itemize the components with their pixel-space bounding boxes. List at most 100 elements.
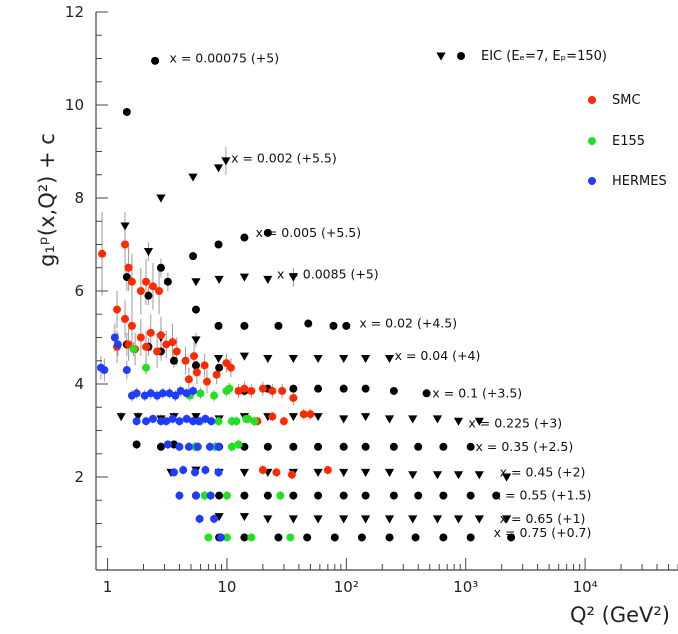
eic-point bbox=[389, 386, 398, 395]
e155-point bbox=[129, 345, 138, 354]
eic-point bbox=[239, 468, 249, 477]
eic-point bbox=[263, 515, 273, 524]
eic-point bbox=[169, 356, 178, 365]
smc-point bbox=[268, 412, 277, 421]
smc-point bbox=[168, 338, 177, 347]
hermes-point bbox=[146, 389, 155, 398]
bin-label: x = 0.45 (+2) bbox=[500, 464, 586, 479]
hermes-point bbox=[132, 417, 141, 426]
y-axis-label: g₁ᵖ(x,Q²) + c bbox=[35, 133, 59, 267]
eic-point bbox=[432, 515, 443, 524]
eic-point bbox=[188, 173, 198, 182]
hermes-point bbox=[207, 417, 216, 426]
eic-point bbox=[361, 442, 370, 451]
eic-point bbox=[313, 413, 323, 422]
eic-point bbox=[116, 413, 126, 422]
legend-marker bbox=[457, 52, 465, 60]
eic-point bbox=[143, 248, 154, 257]
smc-point bbox=[247, 386, 256, 395]
eic-point bbox=[191, 278, 201, 287]
hermes-point bbox=[113, 340, 122, 349]
bin-label: x = 0.75 (+0.7) bbox=[494, 525, 592, 540]
eic-point bbox=[263, 275, 273, 284]
smc-point bbox=[299, 410, 308, 419]
bin-label: x = 0.55 (+1.5) bbox=[494, 488, 592, 503]
eic-point bbox=[501, 473, 512, 482]
smc-point bbox=[181, 356, 190, 365]
data-points bbox=[96, 56, 516, 542]
eic-point bbox=[240, 321, 249, 330]
e155-point bbox=[142, 363, 151, 372]
eic-point bbox=[263, 442, 272, 451]
e155-point bbox=[214, 417, 223, 426]
smc-point bbox=[240, 384, 249, 393]
eic-point bbox=[492, 491, 501, 500]
hermes-point bbox=[191, 468, 200, 477]
eic-point bbox=[466, 442, 475, 451]
eic-point bbox=[501, 515, 512, 524]
eic-point bbox=[361, 468, 371, 477]
legend: EIC (Eₑ=7, Eₚ=150) SMC E155 HERMES bbox=[436, 49, 667, 189]
eic-point bbox=[329, 321, 338, 330]
smc-point bbox=[190, 352, 199, 361]
bin-label: x = 0.005 (+5.5) bbox=[255, 225, 361, 240]
smc-point bbox=[127, 277, 136, 286]
hermes-point bbox=[163, 440, 172, 449]
smc-point bbox=[98, 249, 107, 258]
eic-point bbox=[304, 319, 313, 328]
eic-point bbox=[303, 533, 312, 542]
smc-point bbox=[113, 305, 122, 314]
eic-point bbox=[289, 442, 298, 451]
eic-point bbox=[408, 415, 418, 424]
bin-label: x = 0.65 (+1) bbox=[500, 511, 586, 526]
smc-point bbox=[136, 333, 145, 342]
eic-point bbox=[385, 533, 394, 542]
eic-point bbox=[414, 442, 423, 451]
eic-point bbox=[288, 354, 298, 364]
e155-point bbox=[243, 414, 252, 423]
e155-point bbox=[222, 491, 231, 500]
smc-point bbox=[306, 410, 315, 419]
smc-point bbox=[121, 240, 130, 249]
eic-point bbox=[314, 442, 323, 451]
eic-point bbox=[189, 252, 198, 261]
legend-marker bbox=[588, 177, 596, 185]
x-tick-label: 1 bbox=[103, 578, 113, 596]
eic-point bbox=[339, 354, 349, 364]
legend-label: SMC bbox=[612, 93, 641, 108]
eic-point bbox=[313, 354, 323, 364]
smc-point bbox=[278, 386, 287, 395]
smc-point bbox=[268, 386, 277, 395]
bin-label: x = 0.002 (+5.5) bbox=[231, 150, 337, 165]
eic-point bbox=[432, 415, 443, 424]
eic-point bbox=[453, 417, 464, 426]
bin-label: x = 0.225 (+3) bbox=[468, 416, 562, 431]
eic-point bbox=[384, 354, 395, 364]
eic-point bbox=[314, 491, 323, 500]
eic-point bbox=[214, 513, 224, 522]
e155-point bbox=[200, 491, 209, 500]
eic-point bbox=[163, 277, 172, 286]
e155-point bbox=[210, 391, 219, 400]
eic-point bbox=[191, 361, 200, 370]
eic-point bbox=[289, 384, 298, 393]
hermes-point bbox=[205, 442, 214, 451]
eic-point bbox=[342, 321, 351, 330]
bin-label: x = 0.0085 (+5) bbox=[277, 267, 379, 282]
bin-label: x = 0.02 (+4.5) bbox=[359, 316, 457, 331]
hermes-point bbox=[179, 466, 188, 475]
eic-point bbox=[357, 533, 366, 542]
e155-point bbox=[222, 533, 231, 542]
hermes-point bbox=[184, 442, 193, 451]
eic-point bbox=[507, 533, 516, 542]
e155-point bbox=[196, 389, 205, 398]
e155-point bbox=[227, 417, 236, 426]
hermes-point bbox=[193, 442, 202, 451]
smc-point bbox=[323, 466, 332, 475]
eic-point bbox=[239, 273, 249, 282]
bin-label: x = 0.04 (+4) bbox=[395, 348, 481, 363]
eic-point bbox=[389, 442, 398, 451]
eic-point bbox=[474, 515, 484, 524]
smc-point bbox=[192, 368, 201, 377]
eic-point bbox=[133, 413, 143, 422]
